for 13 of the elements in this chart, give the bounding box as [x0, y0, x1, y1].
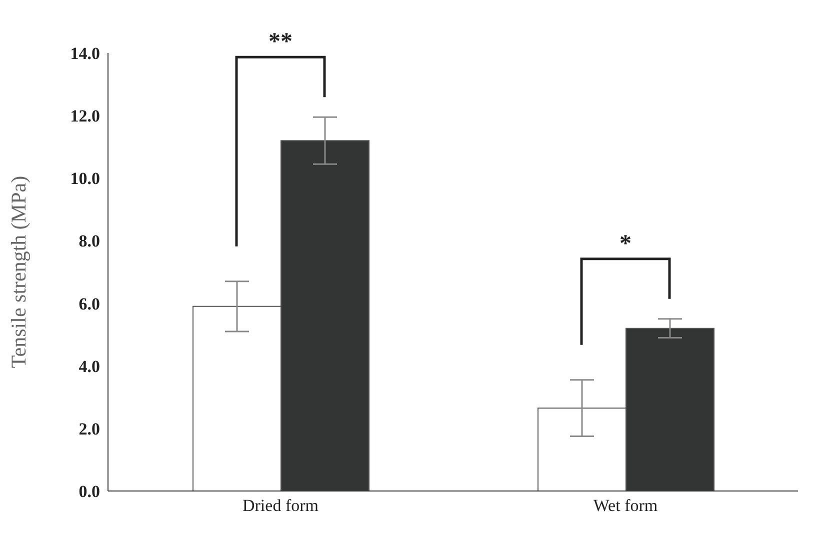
x-tick-label: Wet form [593, 496, 658, 516]
y-tick-label: 12.0 [70, 106, 100, 126]
y-tick-label: 2.0 [78, 419, 100, 438]
y-tick-label: 4.0 [78, 356, 100, 376]
x-tick-label: Dried form [242, 496, 319, 516]
y-tick-label: 6.0 [78, 294, 100, 314]
y-tick-label: 14.0 [70, 44, 100, 64]
y-axis-title: Tensile strength (MPa) [6, 176, 30, 368]
annotation: * [620, 230, 632, 257]
y-tick-label: 0.0 [78, 482, 100, 502]
y-tick-label: 8.0 [78, 232, 100, 251]
annotation: ** [268, 29, 292, 56]
y-tick-label: 10.0 [70, 169, 100, 188]
